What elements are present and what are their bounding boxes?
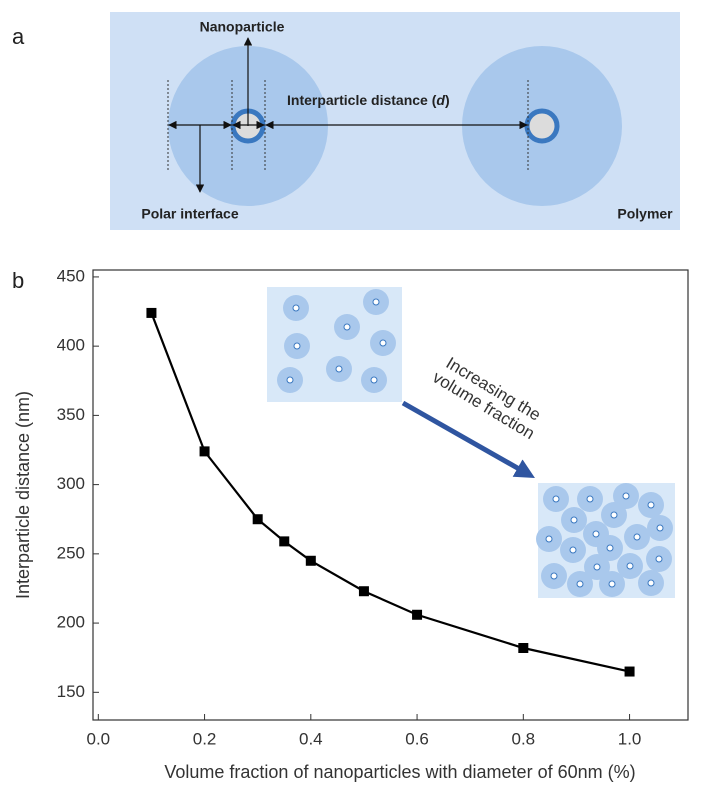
y-tick-label: 300 [57, 474, 85, 493]
particle-core [634, 534, 640, 540]
particle-core [657, 525, 663, 531]
x-tick-label: 0.2 [193, 729, 217, 748]
particle-core [287, 377, 293, 383]
particle-core [648, 580, 654, 586]
panel-label: a [12, 24, 25, 49]
y-tick-label: 450 [57, 266, 85, 285]
particle-core [293, 305, 299, 311]
y-tick-label: 200 [57, 613, 85, 632]
label: Interparticle distance (d) [287, 92, 450, 108]
label: Nanoparticle [200, 19, 285, 35]
particle-core [627, 563, 633, 569]
data-point [146, 308, 156, 318]
particle-core [577, 581, 583, 587]
data-point [412, 610, 422, 620]
particle-core [294, 343, 300, 349]
panel-label: b [12, 268, 24, 293]
particle-core [380, 340, 386, 346]
data-point [518, 643, 528, 653]
data-point [200, 446, 210, 456]
x-tick-label: 0.4 [299, 729, 323, 748]
particle-core [571, 517, 577, 523]
particle-core [648, 502, 654, 508]
particle-core [656, 556, 662, 562]
y-tick-label: 150 [57, 682, 85, 701]
data-point [306, 556, 316, 566]
particle-core [373, 299, 379, 305]
particle-core [594, 564, 600, 570]
nanoparticle [527, 111, 557, 141]
particle-core [546, 536, 552, 542]
particle-core [587, 496, 593, 502]
label: Polar interface [141, 206, 238, 222]
particle-core [553, 496, 559, 502]
x-axis-title: Volume fraction of nanoparticles with di… [164, 762, 635, 782]
particle-core [623, 493, 629, 499]
y-axis-title: Interparticle distance (nm) [13, 391, 33, 599]
data-point [625, 667, 635, 677]
x-tick-label: 0.6 [405, 729, 429, 748]
particle-core [336, 366, 342, 372]
y-tick-label: 250 [57, 543, 85, 562]
y-tick-label: 350 [57, 405, 85, 424]
particle-core [570, 547, 576, 553]
figure: a Nanoparticle Interparticle distance (d… [0, 0, 710, 785]
data-point [359, 586, 369, 596]
particle-core [371, 377, 377, 383]
x-tick-label: 1.0 [618, 729, 642, 748]
y-tick-label: 400 [57, 336, 85, 355]
data-point [279, 536, 289, 546]
particle-core [609, 581, 615, 587]
x-tick-label: 0.8 [511, 729, 535, 748]
x-tick-label: 0.0 [86, 729, 110, 748]
particle-core [593, 531, 599, 537]
particle-core [344, 324, 350, 330]
particle-core [607, 545, 613, 551]
data-point [253, 514, 263, 524]
particle-core [551, 573, 557, 579]
label: Polymer [617, 206, 673, 222]
particle-core [611, 512, 617, 518]
